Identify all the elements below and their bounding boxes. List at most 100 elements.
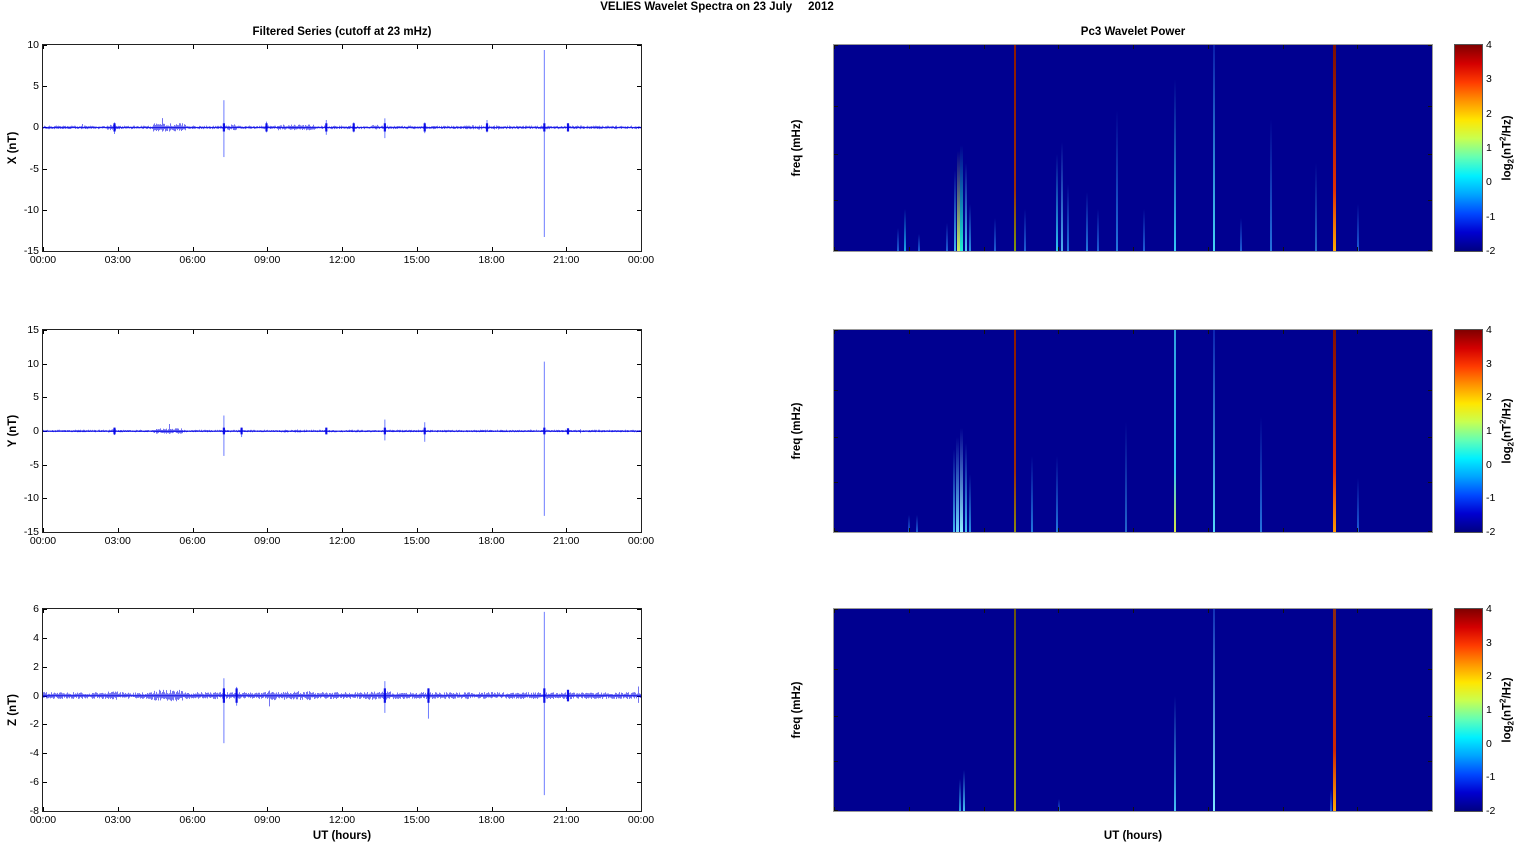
power-streak	[1115, 110, 1118, 251]
axis-tick	[1428, 716, 1432, 717]
axis-tick	[834, 45, 835, 49]
axis-tick	[1428, 390, 1432, 391]
colorbar-tick-label: -2	[1486, 805, 1496, 817]
axis-tick	[1428, 106, 1432, 107]
power-streak	[1315, 163, 1318, 251]
axis-tick	[1357, 247, 1359, 251]
axis-tick	[834, 669, 838, 670]
axis-tick	[1207, 330, 1209, 334]
axis-tick	[1432, 528, 1433, 532]
axis-tick	[1058, 247, 1060, 251]
y-tick-label: -10	[23, 492, 39, 505]
power-streak	[959, 428, 963, 532]
y-tick-label: -4	[29, 747, 39, 760]
axis-tick	[983, 807, 985, 811]
x-tick-label: 15:00	[403, 254, 430, 266]
power-streak	[1060, 142, 1063, 251]
power-streak	[917, 234, 920, 251]
x-tick-label: 12:00	[328, 535, 356, 547]
y-tick-label: -10	[23, 203, 39, 216]
y-tick-label: -15	[23, 526, 39, 538]
z-timeseries-plot: 00:00 03:00 06:00 09:00 12:00 15:00 18:00 21:00…	[30, 603, 654, 826]
z-spectrogram: 00:0003:0006:0009:0012:0015:0018:0021:00…	[833, 608, 1433, 812]
ut-hours-label-right: UT (hours)	[1103, 830, 1163, 842]
x-tick-label: 00:00	[627, 535, 655, 547]
freq-ylabel-1: freq (mHz)	[791, 119, 803, 177]
colorbar-1: 4 3 2 1 0 -1 -2	[1454, 39, 1495, 257]
axis-tick	[1207, 807, 1209, 811]
axis-tick	[1058, 45, 1060, 49]
x-tick-label: 15:00	[403, 535, 430, 547]
axis-tick	[1428, 250, 1432, 251]
power-streak	[1124, 422, 1127, 532]
axis-tick	[1428, 669, 1432, 670]
axis-tick	[983, 609, 985, 613]
power-streak	[1013, 45, 1016, 251]
power-streak	[916, 515, 919, 532]
axis-tick	[1428, 45, 1432, 46]
axis-tick	[908, 330, 910, 334]
colorbar-tick-label: 0	[1486, 458, 1492, 471]
y-tick-label: 5	[33, 80, 39, 93]
axis-tick	[1207, 609, 1209, 613]
x-tick-label: 15:00	[403, 814, 430, 826]
x-tick-label: 00:00	[627, 254, 655, 266]
axis-tick	[1428, 482, 1432, 483]
axis-tick	[908, 45, 910, 49]
axis-tick	[834, 154, 838, 155]
x-tick-label: 00:00	[627, 814, 655, 826]
ts_y-canvas	[43, 330, 641, 532]
axis-tick	[834, 810, 838, 811]
ts_x-canvas	[43, 45, 641, 251]
axis-tick	[1357, 807, 1359, 811]
colorbar-2: 4 3 2 1 0 -1 -2	[1454, 324, 1495, 538]
x-tick-label: 21:00	[553, 535, 580, 547]
axis-tick	[834, 609, 835, 613]
colorbar-label-1: log2(nT2/Hz)	[1498, 115, 1516, 181]
axis-tick	[834, 330, 838, 331]
axis-tick	[1207, 247, 1209, 251]
colorbar-tick-label: 0	[1486, 176, 1492, 189]
axis-tick	[834, 807, 835, 811]
axis-tick	[1058, 609, 1060, 613]
power-streak	[960, 145, 964, 251]
colorbar-tick-label: 3	[1486, 357, 1492, 370]
colorbar-tick-label: -1	[1486, 771, 1496, 784]
power-streak	[1270, 119, 1273, 251]
y-tick-label: 4	[33, 631, 39, 644]
y-tick-label: 10	[27, 39, 39, 51]
x-tick-label: 18:00	[478, 535, 505, 547]
colorbar-tick-label: 2	[1486, 391, 1492, 404]
axis-tick	[1432, 609, 1433, 613]
y-timeseries-plot: 00:00 03:00 06:00 09:00 12:00 15:00 18:00 21:00…	[24, 324, 654, 547]
power-streak	[946, 223, 949, 251]
power-streak	[1097, 209, 1100, 251]
y-tick-label: 0	[33, 425, 39, 437]
power-streak	[1333, 45, 1337, 251]
axis-tick	[1428, 531, 1432, 532]
axis-tick	[1432, 45, 1433, 49]
power-streak	[1333, 330, 1337, 532]
axis-tick	[983, 330, 985, 334]
colorbar-tick-label: 3	[1486, 73, 1492, 86]
axis-tick	[1432, 247, 1433, 251]
y-tick-label: 10	[27, 357, 39, 370]
power-streak	[1240, 218, 1243, 251]
power-streak	[957, 151, 961, 251]
x-tick-label: 09:00	[254, 254, 281, 266]
ut-hours-label-left: UT (hours)	[312, 830, 372, 842]
x-tick-label: 18:00	[478, 814, 505, 826]
axis-tick	[1428, 437, 1432, 438]
figure-title: VELIES Wavelet Spectra on 23 July 2012	[600, 1, 834, 13]
power-streak	[952, 449, 955, 532]
colorbar-tick-label: 2	[1486, 107, 1492, 120]
colorbar-label-3: log2(nT2/Hz)	[1498, 677, 1516, 743]
x-tick-label: 06:00	[179, 535, 206, 547]
x-tick-label: 03:00	[104, 814, 131, 826]
x-tick-label: 06:00	[179, 814, 206, 826]
axis-tick	[1282, 528, 1284, 532]
axis-tick	[1207, 45, 1209, 49]
y-tick-label: -2	[29, 718, 39, 731]
axis-tick	[834, 200, 838, 201]
power-streak	[1013, 330, 1016, 532]
